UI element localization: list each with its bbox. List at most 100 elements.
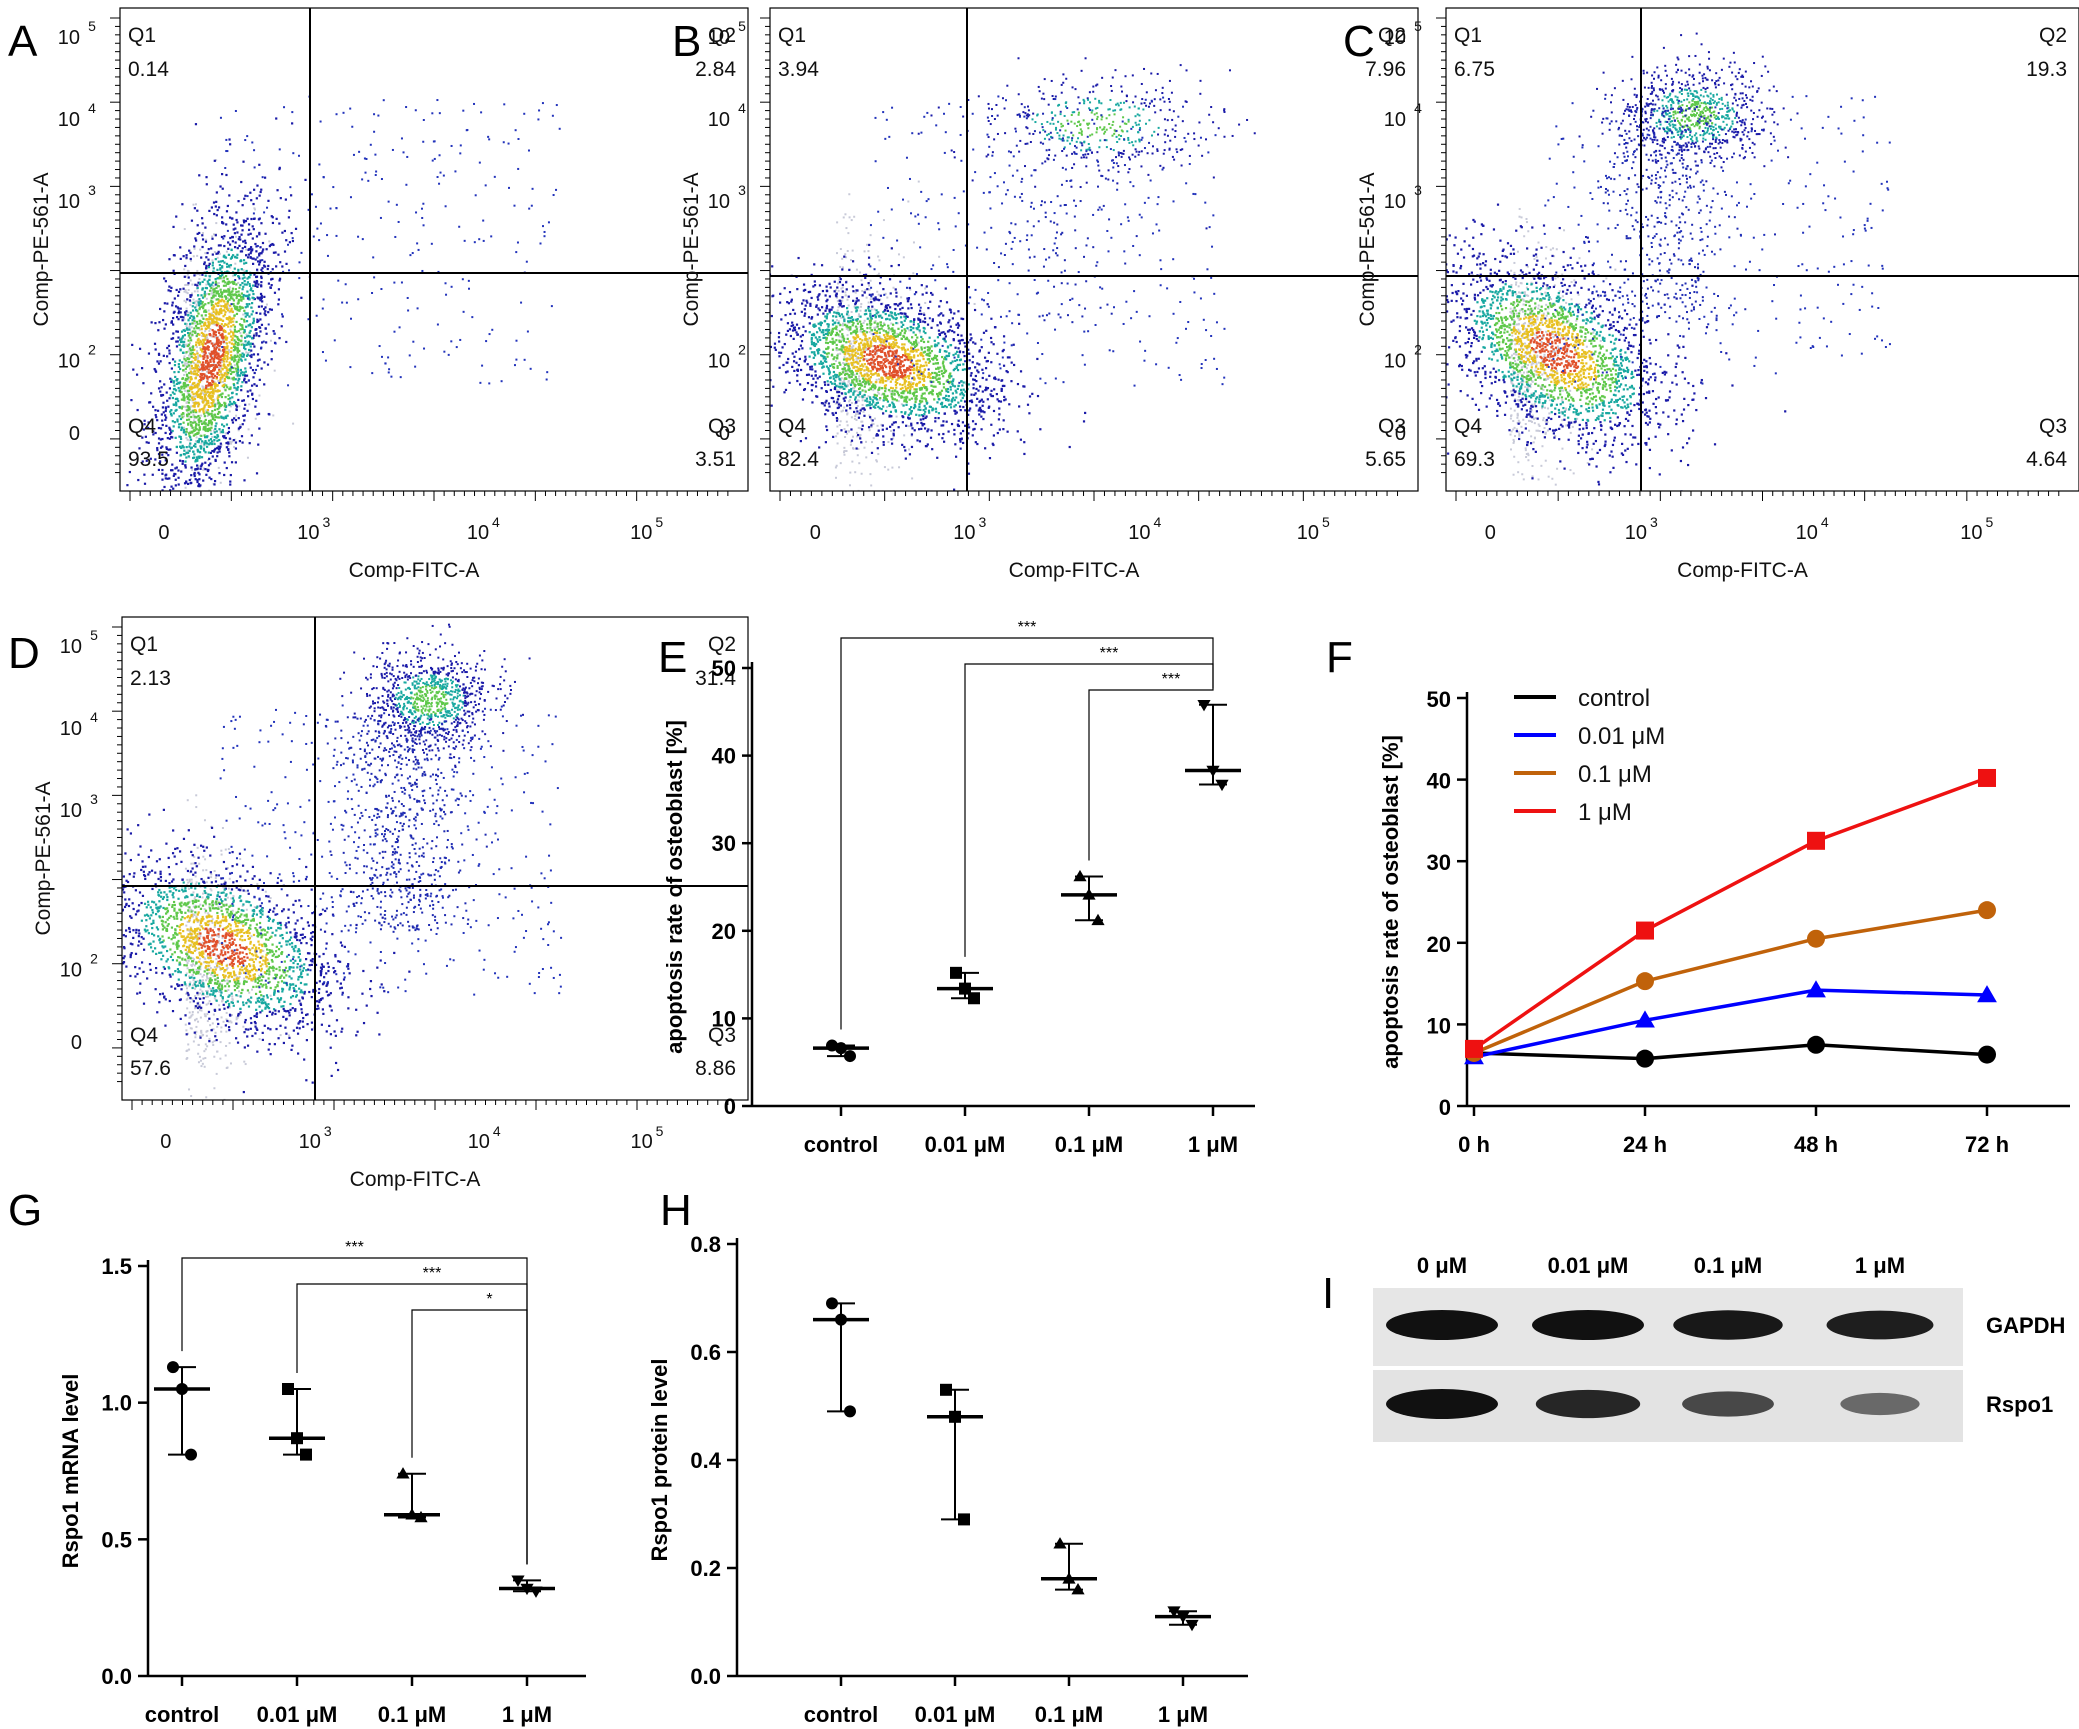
flow-event [847, 430, 850, 433]
flow-event [770, 404, 773, 407]
flow-event [203, 290, 207, 293]
flow-event [237, 293, 241, 296]
flow-event [871, 422, 874, 425]
flow-event [962, 363, 965, 366]
flow-event [205, 318, 208, 321]
flow-event [904, 385, 907, 388]
flow-event [212, 308, 215, 311]
flow-event [189, 354, 192, 357]
flow-event [874, 397, 878, 400]
flow-event [224, 372, 227, 375]
flow-event [219, 481, 222, 484]
flow-event [863, 408, 866, 411]
flow-event [854, 291, 857, 294]
flow-event [226, 317, 230, 320]
flow-event [184, 460, 187, 463]
flow-event [282, 270, 285, 273]
flow-event [211, 344, 215, 347]
flow-event [211, 314, 215, 317]
flow-event [204, 418, 207, 422]
flow-event [832, 315, 835, 318]
flow-event [194, 376, 197, 380]
flow-event [233, 402, 236, 405]
flow-event [904, 411, 907, 414]
flow-event [838, 348, 841, 351]
flow-event [478, 161, 481, 164]
flow-event [883, 373, 886, 376]
flow-event [288, 269, 291, 272]
flow-event [180, 413, 183, 416]
flow-event [877, 429, 880, 432]
flow-event [186, 395, 189, 398]
flow-event [186, 414, 189, 418]
flow-event [836, 300, 839, 303]
flow-event [896, 371, 900, 374]
flow-event [841, 286, 844, 289]
flow-event [955, 323, 958, 326]
flow-event [860, 283, 864, 286]
flow-event [821, 329, 825, 332]
flow-event [935, 344, 939, 347]
flow-event [207, 405, 211, 408]
flow-event [185, 401, 188, 404]
flow-event [218, 438, 221, 442]
flow-event [373, 113, 376, 116]
flow-event [212, 332, 215, 335]
flow-event [901, 383, 904, 387]
flow-event [878, 398, 881, 401]
flow-event [875, 367, 878, 370]
flow-event [202, 428, 205, 431]
flow-event [208, 209, 211, 213]
flow-event [190, 466, 193, 469]
flow-event [194, 301, 197, 304]
flow-event [863, 250, 866, 253]
flow-event [213, 330, 216, 334]
flow-event [863, 396, 866, 399]
flow-event [208, 332, 212, 336]
flow-event [209, 462, 212, 465]
flow-event [257, 218, 261, 221]
flow-event [214, 302, 217, 305]
flow-event [233, 232, 236, 235]
flow-event [908, 329, 911, 332]
flow-event [244, 219, 248, 223]
flow-event [889, 386, 893, 389]
flow-event [974, 422, 977, 426]
flow-event [227, 288, 230, 291]
flow-event [880, 393, 883, 396]
flow-event [207, 384, 210, 387]
flow-event [202, 468, 205, 471]
flow-event [878, 407, 881, 410]
flow-event [367, 179, 370, 182]
flow-event [143, 419, 146, 422]
flow-event [245, 283, 248, 286]
flow-event [855, 366, 859, 369]
flow-event [978, 363, 981, 366]
flow-event [836, 365, 839, 368]
flow-event [189, 352, 192, 355]
flow-event [909, 350, 912, 353]
flow-event [842, 381, 845, 384]
flow-event [229, 292, 232, 295]
flow-event [888, 425, 892, 428]
flow-event [206, 427, 209, 431]
flow-event [273, 332, 276, 335]
flow-event [922, 409, 925, 412]
flow-event [226, 270, 229, 273]
flow-event [195, 411, 198, 414]
flow-event [939, 299, 942, 303]
flow-event [918, 403, 921, 406]
flow-event [291, 122, 294, 125]
flow-event [194, 496, 196, 498]
flow-event [292, 422, 295, 425]
flow-event [179, 390, 183, 393]
flow-event [790, 298, 793, 301]
flow-event [922, 320, 925, 323]
flow-event [270, 278, 273, 281]
flow-event [175, 288, 178, 292]
flow-event [209, 394, 212, 397]
flow-event [896, 332, 899, 335]
flow-event [206, 355, 209, 358]
flow-event [212, 373, 215, 376]
flow-event [211, 455, 214, 458]
